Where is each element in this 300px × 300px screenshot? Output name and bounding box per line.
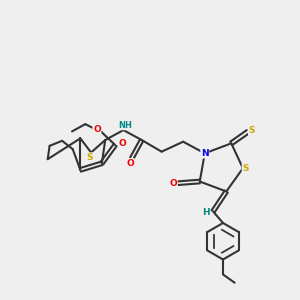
Text: N: N bbox=[201, 149, 208, 158]
Text: H: H bbox=[202, 208, 210, 217]
Text: O: O bbox=[93, 125, 101, 134]
Text: S: S bbox=[86, 153, 93, 162]
Text: S: S bbox=[249, 126, 255, 135]
Text: S: S bbox=[242, 164, 249, 173]
Text: NH: NH bbox=[118, 121, 132, 130]
Text: O: O bbox=[169, 179, 177, 188]
Text: O: O bbox=[118, 139, 126, 148]
Text: O: O bbox=[126, 159, 134, 168]
